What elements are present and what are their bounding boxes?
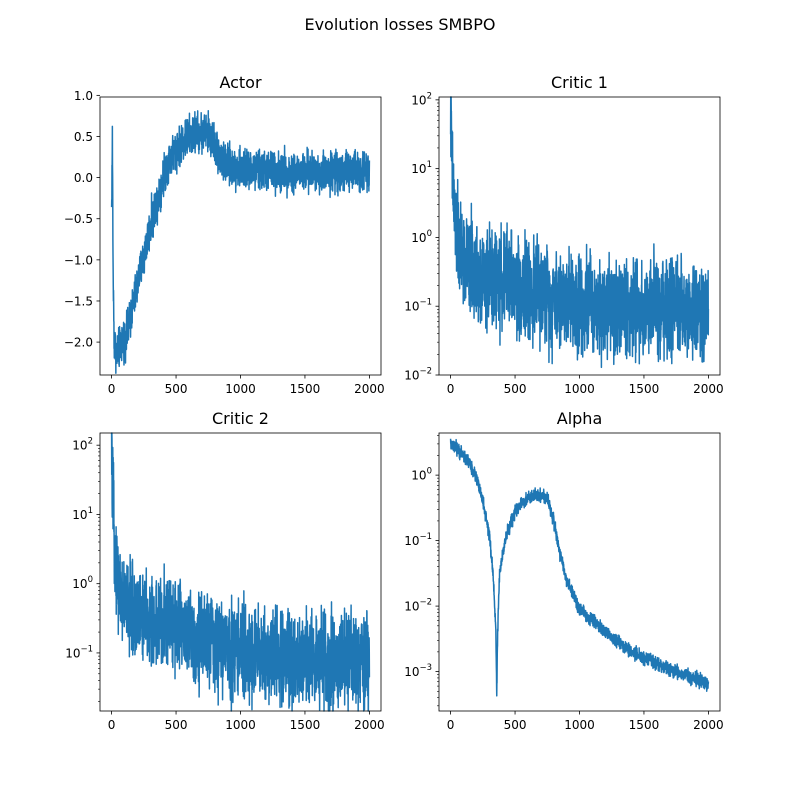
y-tick-label: 10−2 [404,598,432,614]
x-tick-label: 2000 [693,718,724,732]
y-tick-label: −1.0 [64,253,93,267]
x-tick-label: 500 [165,718,188,732]
x-tick-label: 1000 [225,382,256,396]
x-tick-label: 1500 [629,718,660,732]
y-tick-label: −2.0 [64,336,93,350]
subplot-critic-2: Critic 2 0 500 1000 1500 2000 102 101 100 10−1 [65,409,384,732]
y-tick-label: 10−1 [65,644,93,660]
y-tick-label: 10−3 [404,663,432,679]
y-tick-label: 101 [411,160,432,176]
x-tick-label: 1000 [564,718,595,732]
x-tick-label: 2000 [354,718,385,732]
plot-area: 0 500 1000 1500 2000 102 101 100 10−1 [65,432,385,732]
y-tick-label: 10−2 [404,367,432,383]
y-tick-label: −1.5 [64,294,93,308]
x-tick-label: 500 [504,382,527,396]
x-tick-label: 2000 [693,382,724,396]
x-tick-label: 0 [108,718,116,732]
x-tick-label: 1000 [225,718,256,732]
series-line [449,96,710,369]
plot-area: 0 500 1000 1500 2000 102 101 100 10−1 10−2 [404,91,723,396]
series-line [110,109,371,374]
subplot-title: Actor [219,73,262,92]
subplot-title: Critic 1 [551,73,608,92]
subplot-alpha: Alpha 0 500 1000 1500 2000 100 10−1 10−2 10−3 [404,409,723,732]
y-tick-label: 101 [72,506,93,522]
x-tick-label: 1000 [564,382,595,396]
x-tick-label: 0 [447,718,455,732]
series-line [449,438,710,697]
y-tick-label: 100 [411,229,432,245]
y-tick-label: 0.5 [74,130,93,144]
x-tick-label: 500 [165,382,188,396]
x-tick-label: 2000 [354,382,385,396]
plot-area: 0 500 1000 1500 2000 100 10−1 10−2 10−3 [404,432,724,732]
y-tick-label: −0.5 [64,212,93,226]
subplot-title: Alpha [557,409,603,428]
x-tick-label: 1500 [290,382,321,396]
figure-title: Evolution losses SMBPO [304,15,495,34]
y-tick-label: 0.0 [74,171,93,185]
x-tick-label: 1500 [629,382,660,396]
plot-area: 0 500 1000 1500 2000 1.0 0.5 0.0 −0.5 −1.0 −1.5 −2.… [64,89,385,396]
y-tick-label: 10−1 [404,532,432,548]
x-tick-label: 0 [447,382,455,396]
x-tick-label: 1500 [290,718,321,732]
y-tick-label: 100 [411,467,432,483]
y-tick-label: 102 [411,91,432,107]
subplot-critic-1: Critic 1 0 500 1000 1500 2000 102 101 100 10−1 10… [404,73,723,396]
subplot-title: Critic 2 [212,409,269,428]
y-tick-label: 10−1 [404,298,432,314]
y-tick-label: 1.0 [74,89,93,103]
x-tick-label: 500 [504,718,527,732]
x-tick-label: 0 [108,382,116,396]
y-tick-label: 102 [72,437,93,453]
series-line [110,432,371,712]
subplot-actor: Actor 0 500 1000 1500 2000 1.0 0.5 0.0 −0.5 −1.0 −… [64,73,385,396]
y-tick-label: 100 [72,575,93,591]
